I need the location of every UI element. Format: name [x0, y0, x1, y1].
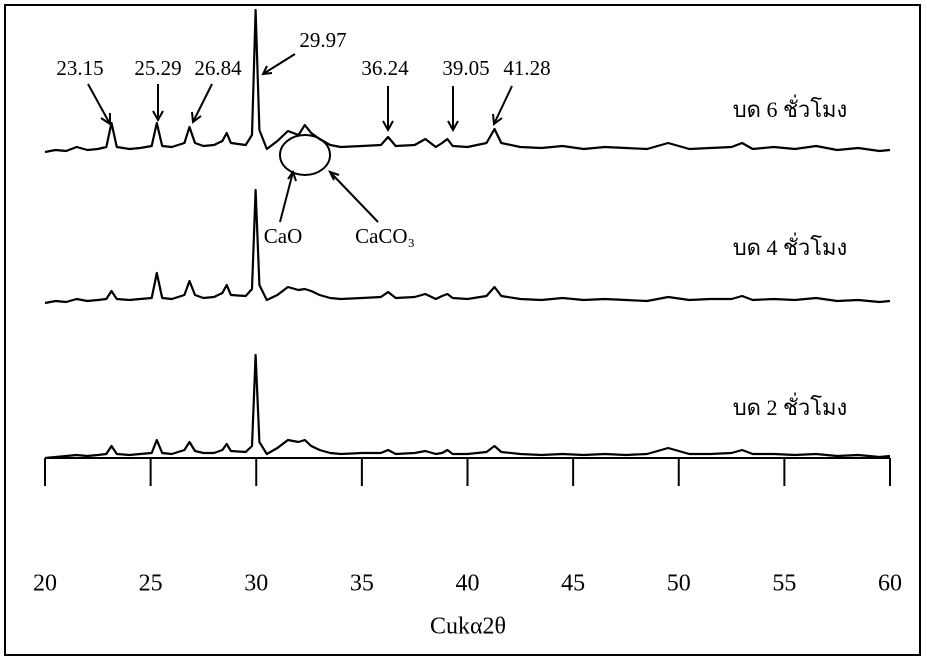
- x-tick-label: 20: [33, 571, 57, 597]
- x-tick-label: 60: [878, 571, 902, 597]
- x-tick-label: 35: [350, 571, 374, 597]
- x-tick-label: 50: [667, 571, 691, 597]
- series-label: บด 2 ชั่วโมง: [733, 392, 848, 420]
- peak-label: 23.15: [56, 56, 103, 80]
- peak-label: 41.28: [503, 56, 550, 80]
- x-tick-label: 40: [456, 571, 480, 597]
- peak-label: 29.97: [299, 28, 346, 52]
- xrd-line: [44, 8, 891, 154]
- xrd-line: [44, 188, 891, 305]
- xrd-line: [44, 353, 891, 460]
- x-tick-label: 25: [139, 571, 163, 597]
- phase-label: CaCO₃: [355, 224, 415, 248]
- series-label: บด 6 ชั่วโมง: [733, 94, 848, 122]
- annotation-arrows: [87, 53, 513, 223]
- x-tick-label: 30: [244, 571, 268, 597]
- peak-label: 39.05: [442, 56, 489, 80]
- phase-label: CaO: [264, 224, 303, 248]
- peak-label: 36.24: [361, 56, 409, 80]
- x-tick-label: 55: [772, 571, 796, 597]
- x-axis-title: Cukα2θ: [430, 614, 506, 640]
- peak-label: 25.29: [134, 56, 181, 80]
- series-label: บด 4 ชั่วโมง: [733, 232, 848, 260]
- peak-label: 26.84: [194, 56, 242, 80]
- x-tick-label: 45: [561, 571, 585, 597]
